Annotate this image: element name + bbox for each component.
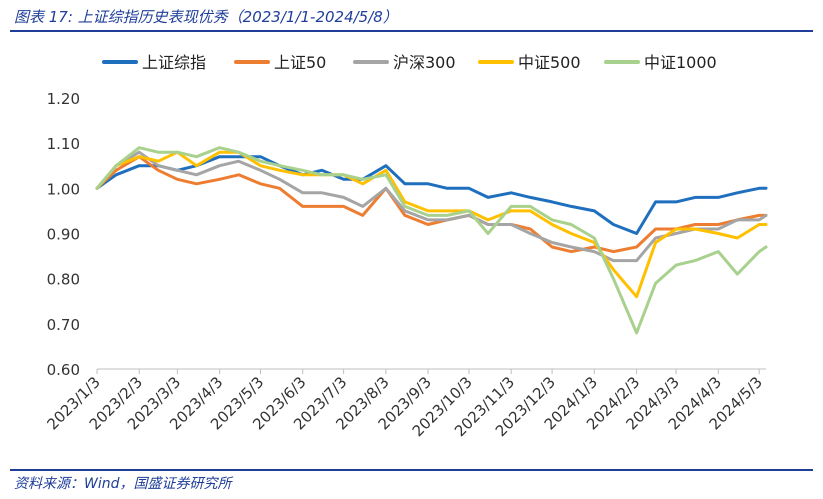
series-lines: [95, 146, 768, 335]
y-tick-label: 0.70: [47, 316, 80, 334]
series-line: [95, 146, 768, 335]
y-tick-label: 0.90: [47, 226, 80, 244]
series-line: [95, 150, 768, 299]
legend-label: 中证500: [518, 53, 581, 72]
y-tick-label: 0.80: [47, 271, 80, 289]
legend-label: 上证50: [274, 53, 326, 72]
series-line: [95, 155, 768, 254]
legend-label: 上证综指: [142, 53, 206, 72]
y-tick-label: 0.60: [47, 361, 80, 379]
y-tick-label: 1.20: [47, 90, 80, 108]
legend-label: 沪深300: [393, 53, 456, 72]
y-tick-label: 1.10: [47, 135, 80, 153]
series-line: [95, 150, 768, 263]
legend-label: 中证1000: [644, 53, 717, 72]
series-line: [95, 155, 768, 235]
footer-rule: [10, 469, 813, 471]
title-bar: 图表 17: 上证综指历史表现优秀（2023/1/1-2024/5/8）: [0, 0, 823, 30]
chart-legend: 上证综指 上证50 沪深300 中证500 中证1000: [102, 53, 717, 72]
x-axis: 2023/1/32023/2/32023/3/32023/4/32023/5/3…: [43, 368, 766, 440]
y-axis: 0.60 0.70 0.80 0.90 1.00 1.10 1.20: [47, 90, 80, 379]
source-note: 资料来源：Wind，国盛证券研究所: [14, 476, 232, 492]
chart-title: 图表 17: 上证综指历史表现优秀（2023/1/1-2024/5/8）: [14, 8, 398, 26]
title-rule: [10, 30, 813, 32]
y-tick-label: 1.00: [47, 180, 80, 198]
